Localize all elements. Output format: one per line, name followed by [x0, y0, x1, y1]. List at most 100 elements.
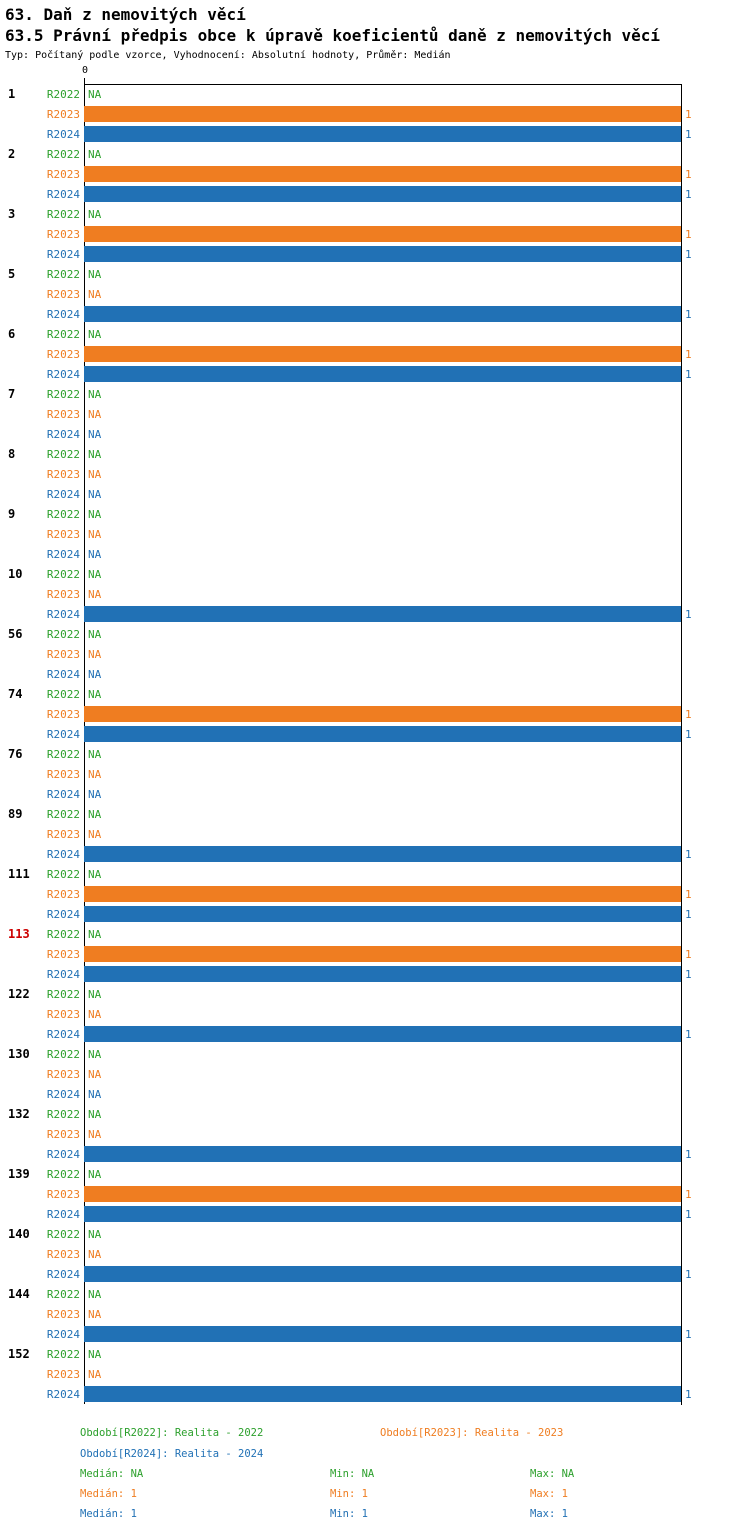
series-label: R2022	[46, 688, 80, 701]
series-label: R2022	[46, 208, 80, 221]
group-label: 89	[8, 807, 23, 821]
bar-value-label: 1	[685, 168, 692, 181]
na-value: NA	[88, 1228, 102, 1241]
group-label: 132	[8, 1107, 30, 1121]
stat-max: Max: NA	[530, 1468, 575, 1480]
na-value: NA	[88, 1168, 102, 1181]
bar-value-label: 1	[685, 108, 692, 121]
bar-value-label: 1	[685, 1268, 692, 1281]
na-value: NA	[88, 548, 102, 561]
na-value: NA	[88, 1348, 102, 1361]
axis-line-zero	[84, 84, 85, 1404]
series-label: R2024	[46, 1388, 80, 1401]
page-title: 63. Daň z nemovitých věcí	[5, 5, 246, 24]
series-label: R2023	[46, 948, 80, 961]
na-value: NA	[88, 808, 102, 821]
bar-value-label: 1	[685, 248, 692, 261]
series-label: R2023	[46, 168, 80, 181]
bar-value-label: 1	[685, 1148, 692, 1161]
bar-value-label: 1	[685, 308, 692, 321]
bar	[84, 1206, 681, 1222]
bar	[84, 226, 681, 242]
group-label: 2	[8, 147, 16, 161]
series-label: R2023	[46, 1068, 80, 1081]
na-value: NA	[88, 648, 102, 661]
na-value: NA	[88, 868, 102, 881]
na-value: NA	[88, 588, 102, 601]
bar	[84, 246, 681, 262]
bar-value-label: 1	[685, 608, 692, 621]
bar	[84, 706, 681, 722]
series-label: R2023	[46, 1188, 80, 1201]
series-label: R2024	[46, 188, 80, 201]
series-label: R2024	[46, 908, 80, 921]
group-label: 10	[8, 567, 23, 581]
bar-value-label: 1	[685, 1328, 692, 1341]
na-value: NA	[88, 748, 102, 761]
na-value: NA	[88, 988, 102, 1001]
na-value: NA	[88, 568, 102, 581]
bar-value-label: 1	[685, 848, 692, 861]
x-axis-zero-tick	[84, 78, 85, 84]
series-label: R2023	[46, 828, 80, 841]
group-label: 5	[8, 267, 16, 281]
legend-item: Období[R2024]: Realita - 2024	[80, 1448, 264, 1460]
bar	[84, 1326, 681, 1342]
series-label: R2024	[46, 1028, 80, 1041]
group-label: 8	[8, 447, 16, 461]
na-value: NA	[88, 688, 102, 701]
bar	[84, 1266, 681, 1282]
stat-min: Min: 1	[330, 1508, 368, 1520]
na-value: NA	[88, 828, 102, 841]
na-value: NA	[88, 668, 102, 681]
series-label: R2023	[46, 348, 80, 361]
series-label: R2024	[46, 1088, 80, 1101]
series-label: R2022	[46, 1048, 80, 1061]
series-label: R2023	[46, 588, 80, 601]
series-label: R2023	[46, 1008, 80, 1021]
bar-value-label: 1	[685, 188, 692, 201]
series-label: R2023	[46, 408, 80, 421]
stat-max: Max: 1	[530, 1508, 568, 1520]
na-value: NA	[88, 1308, 102, 1321]
bar	[84, 1146, 681, 1162]
na-value: NA	[88, 208, 102, 221]
group-label: 7	[8, 387, 16, 401]
bar-value-label: 1	[685, 368, 692, 381]
series-label: R2024	[46, 1328, 80, 1341]
bar-value-label: 1	[685, 1208, 692, 1221]
bar	[84, 1026, 681, 1042]
series-label: R2023	[46, 528, 80, 541]
bar	[84, 186, 681, 202]
series-label: R2023	[46, 648, 80, 661]
legend-item: Období[R2023]: Realita - 2023	[380, 1427, 564, 1439]
bar-value-label: 1	[685, 348, 692, 361]
bar-value-label: 1	[685, 908, 692, 921]
series-label: R2023	[46, 888, 80, 901]
stat-max: Max: 1	[530, 1488, 568, 1500]
series-label: R2024	[46, 848, 80, 861]
na-value: NA	[88, 1068, 102, 1081]
series-label: R2023	[46, 1128, 80, 1141]
bar-value-label: 1	[685, 888, 692, 901]
series-label: R2022	[46, 1348, 80, 1361]
bar	[84, 1186, 681, 1202]
group-label: 140	[8, 1227, 30, 1241]
bar	[84, 966, 681, 982]
bar-value-label: 1	[685, 728, 692, 741]
series-label: R2022	[46, 1168, 80, 1181]
series-label: R2024	[46, 488, 80, 501]
gridline-max	[681, 84, 682, 1405]
bar	[84, 346, 681, 362]
group-label: 56	[8, 627, 23, 641]
stat-median: Medián: 1	[80, 1508, 137, 1520]
stat-median: Medián: 1	[80, 1488, 137, 1500]
bar	[84, 366, 681, 382]
x-axis-zero-label: 0	[81, 65, 89, 76]
group-label: 1	[8, 87, 16, 101]
na-value: NA	[88, 1128, 102, 1141]
series-label: R2024	[46, 368, 80, 381]
series-label: R2024	[46, 308, 80, 321]
na-value: NA	[88, 1108, 102, 1121]
group-label: 139	[8, 1167, 30, 1181]
